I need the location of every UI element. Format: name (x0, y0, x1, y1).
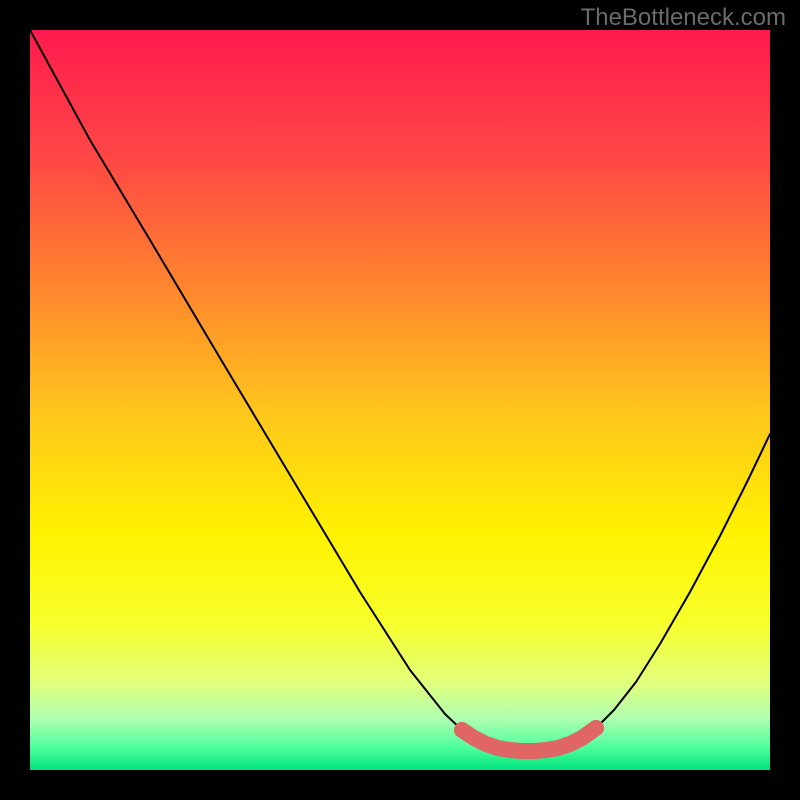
bottleneck-curve-chart (0, 0, 800, 800)
optimal-zone-start-dot (454, 722, 470, 738)
optimal-zone-end-dot (588, 720, 604, 736)
plot-area-gradient (30, 30, 770, 770)
chart-container: TheBottleneck.com (0, 0, 800, 800)
watermark-text: TheBottleneck.com (581, 4, 786, 32)
